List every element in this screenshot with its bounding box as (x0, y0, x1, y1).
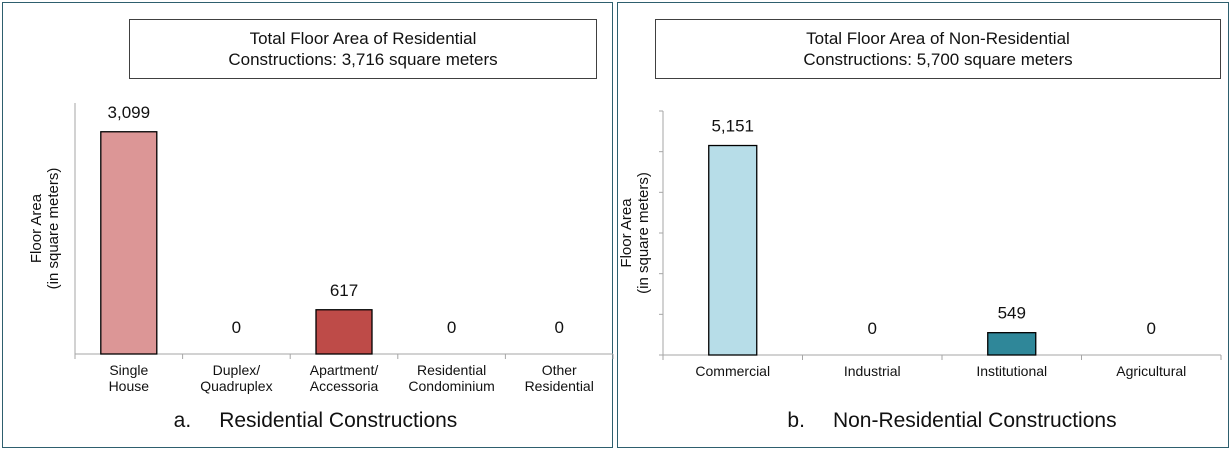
residential-category-label-line: Residential (417, 362, 486, 378)
residential-category-label: Residential Condominium (408, 362, 494, 394)
residential-category-label-line: Other (542, 362, 577, 378)
nonresidential-caption-prefix: b. (787, 409, 805, 432)
nonresidential-title-line-2: Constructions: 5,700 square meters (803, 50, 1073, 69)
nonresidential-caption-text: Non-Residential Constructions (832, 409, 1117, 432)
residential-caption: a. Residential Constructions (3, 409, 612, 433)
nonresidential-bar (987, 332, 1037, 356)
nonresidential-category-label: Industrial (844, 363, 901, 379)
residential-category-label-line: House (109, 378, 150, 394)
nonresidential-data-label: 549 (998, 304, 1026, 323)
residential-category-label-line: Residential (525, 378, 594, 394)
nonresidential-category-label-line: Institutional (976, 363, 1047, 379)
nonresidential-category-label: Institutional (976, 363, 1047, 379)
nonresidential-data-label: 5,151 (711, 117, 754, 136)
nonresidential-bar (708, 144, 758, 356)
residential-data-label: 617 (330, 281, 358, 300)
residential-chart-panel: Total Floor Area of Residential Construc… (2, 2, 614, 448)
nonresidential-category-label-line: Commercial (695, 363, 770, 379)
nonresidential-bar-chart: Floor Area(in square meters) 5,151 Commerc… (618, 110, 1222, 379)
nonresidential-category-label-line: Industrial (844, 363, 901, 379)
residential-category-label-line: Single (109, 362, 148, 378)
nonresidential-caption: b. Non-Residential Constructions (618, 409, 1228, 433)
residential-title-line-1: Total Floor Area of Residential (249, 29, 477, 48)
residential-caption-text: Residential Constructions (219, 409, 458, 432)
residential-bar-chart: Floor Area(in square meters) 3,099 Single H… (28, 103, 614, 394)
residential-category-label-line: Duplex/ (213, 362, 261, 378)
nonresidential-title-line-1: Total Floor Area of Non-Residential (806, 29, 1070, 48)
nonresidential-chart-panel: Total Floor Area of Non-Residential Cons… (617, 2, 1229, 448)
nonresidential-data-label: 0 (1147, 319, 1156, 338)
residential-chart-title: Total Floor Area of Residential Construc… (129, 19, 597, 79)
residential-data-label: 0 (554, 318, 563, 337)
nonresidential-category-label: Commercial (695, 363, 770, 379)
residential-bar (315, 309, 373, 355)
nonresidential-y-axis-label-line-1: Floor Area (618, 198, 635, 268)
nonresidential-category-label-line: Agricultural (1116, 363, 1186, 379)
residential-category-label-line: Apartment/ (310, 362, 379, 378)
nonresidential-y-axis-label: Floor Area(in square meters) (618, 172, 652, 294)
residential-data-label: 3,099 (108, 103, 151, 122)
nonresidential-category-label: Agricultural (1116, 363, 1186, 379)
residential-category-label-line: Quadruplex (200, 378, 272, 394)
nonresidential-chart-title: Total Floor Area of Non-Residential Cons… (655, 19, 1221, 79)
residential-category-label-line: Condominium (408, 378, 494, 394)
residential-title-line-2: Constructions: 3,716 square meters (228, 50, 498, 69)
residential-category-label: Other Residential (525, 362, 594, 394)
nonresidential-y-axis-label-line-2: (in square meters) (635, 172, 652, 294)
residential-y-axis-label-line-1: Floor Area (28, 193, 45, 263)
residential-category-label: Apartment/Accessoria (310, 362, 379, 394)
residential-bar (100, 131, 158, 355)
nonresidential-data-label: 0 (868, 319, 877, 338)
residential-y-axis-label: Floor Area(in square meters) (28, 168, 62, 290)
residential-category-label-line: Accessoria (310, 378, 379, 394)
residential-data-label: 0 (232, 318, 241, 337)
residential-caption-prefix: a. (173, 409, 192, 432)
residential-category-label: Single House (109, 362, 150, 394)
residential-category-label: Duplex/Quadruplex (200, 362, 272, 394)
residential-y-axis-label-line-2: (in square meters) (45, 168, 62, 290)
residential-data-label: 0 (447, 318, 456, 337)
